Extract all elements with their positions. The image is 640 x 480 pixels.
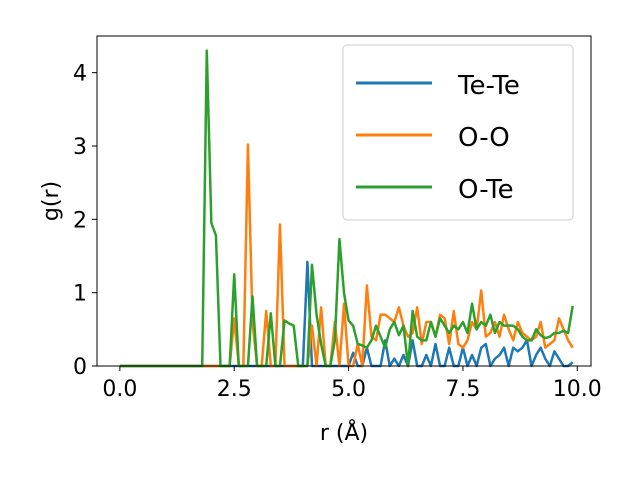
plot-frame (96, 35, 592, 367)
y-axis-label: g(r) (39, 181, 64, 221)
y-tick-label: 1 (73, 282, 87, 307)
y-tick-label: 3 (73, 135, 87, 160)
x-axis-label: r (Å) (320, 419, 368, 446)
legend-label-te-te: Te-Te (457, 71, 520, 101)
x-tick-label: 0.0 (102, 377, 137, 402)
legend-label-o-o: O-O (458, 123, 510, 153)
x-tick-label: 5.0 (331, 377, 366, 402)
legend-frame (342, 44, 574, 221)
legend: Te-Te O-O O-Te (342, 44, 574, 221)
x-tick-label: 7.5 (445, 377, 480, 402)
legend-label-o-te: O-Te (458, 175, 514, 205)
y-axis: 0 1 2 3 4 (73, 62, 97, 380)
x-axis: 0.0 2.5 5.0 7.5 10.0 (102, 366, 602, 402)
y-tick-label: 4 (73, 62, 87, 87)
x-tick-label: 2.5 (217, 377, 252, 402)
x-tick-label: 10.0 (553, 377, 602, 402)
y-tick-label: 2 (73, 208, 87, 233)
y-tick-label: 0 (73, 355, 87, 380)
series-line-o-o (119, 143, 574, 368)
